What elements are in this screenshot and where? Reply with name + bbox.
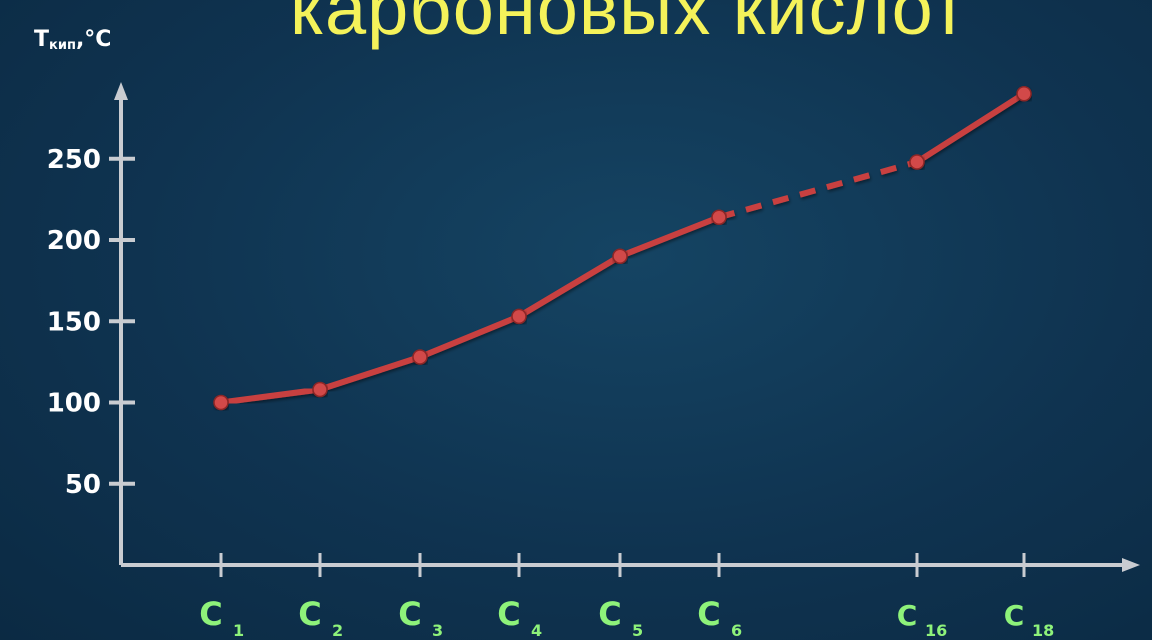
series-segment	[617, 214, 722, 260]
x-tick-subscript: 16	[925, 621, 947, 640]
data-point	[511, 308, 527, 325]
series-segment	[317, 354, 423, 393]
x-tick-subscript: 4	[531, 621, 542, 640]
x-tick-label: C	[697, 595, 720, 633]
x-tick-subscript: 5	[632, 621, 643, 640]
x-tick-label: C	[897, 599, 918, 632]
data-point	[1016, 86, 1032, 102]
data-point	[711, 209, 727, 225]
data-point	[312, 381, 328, 398]
x-tick-label: C	[1004, 599, 1025, 632]
data-point	[213, 394, 229, 411]
x-tick-label: C	[598, 595, 621, 633]
slide-title: карбоновых кислот	[290, 0, 968, 50]
y-axis-label: Tкип,°C	[34, 27, 111, 53]
data-point	[412, 349, 428, 365]
x-tick-subscript: 18	[1032, 621, 1054, 640]
y-tick-label: 150	[47, 307, 101, 337]
data-point	[612, 248, 628, 264]
y-tick-label: 50	[65, 470, 101, 500]
x-tick-label: C	[497, 595, 520, 633]
y-tick-label: 100	[47, 389, 101, 419]
y-axis-arrow	[114, 82, 128, 100]
x-tick-subscript: 6	[731, 621, 742, 640]
x-tick-subscript: 2	[332, 621, 343, 640]
data-point	[909, 154, 925, 170]
x-tick-label: C	[398, 595, 421, 633]
x-tick-subscript: 1	[233, 621, 244, 640]
y-tick-label: 250	[47, 145, 101, 175]
x-tick-label: C	[199, 595, 222, 633]
x-axis-arrow	[1122, 558, 1140, 572]
y-tick-label: 200	[47, 226, 101, 256]
series-segment	[417, 313, 522, 360]
x-tick-label: C	[298, 595, 321, 633]
series-segment	[914, 90, 1027, 165]
series-segment	[516, 253, 623, 320]
x-tick-subscript: 3	[432, 621, 443, 640]
series-gap-segment	[718, 159, 918, 221]
series-segment	[218, 386, 323, 406]
